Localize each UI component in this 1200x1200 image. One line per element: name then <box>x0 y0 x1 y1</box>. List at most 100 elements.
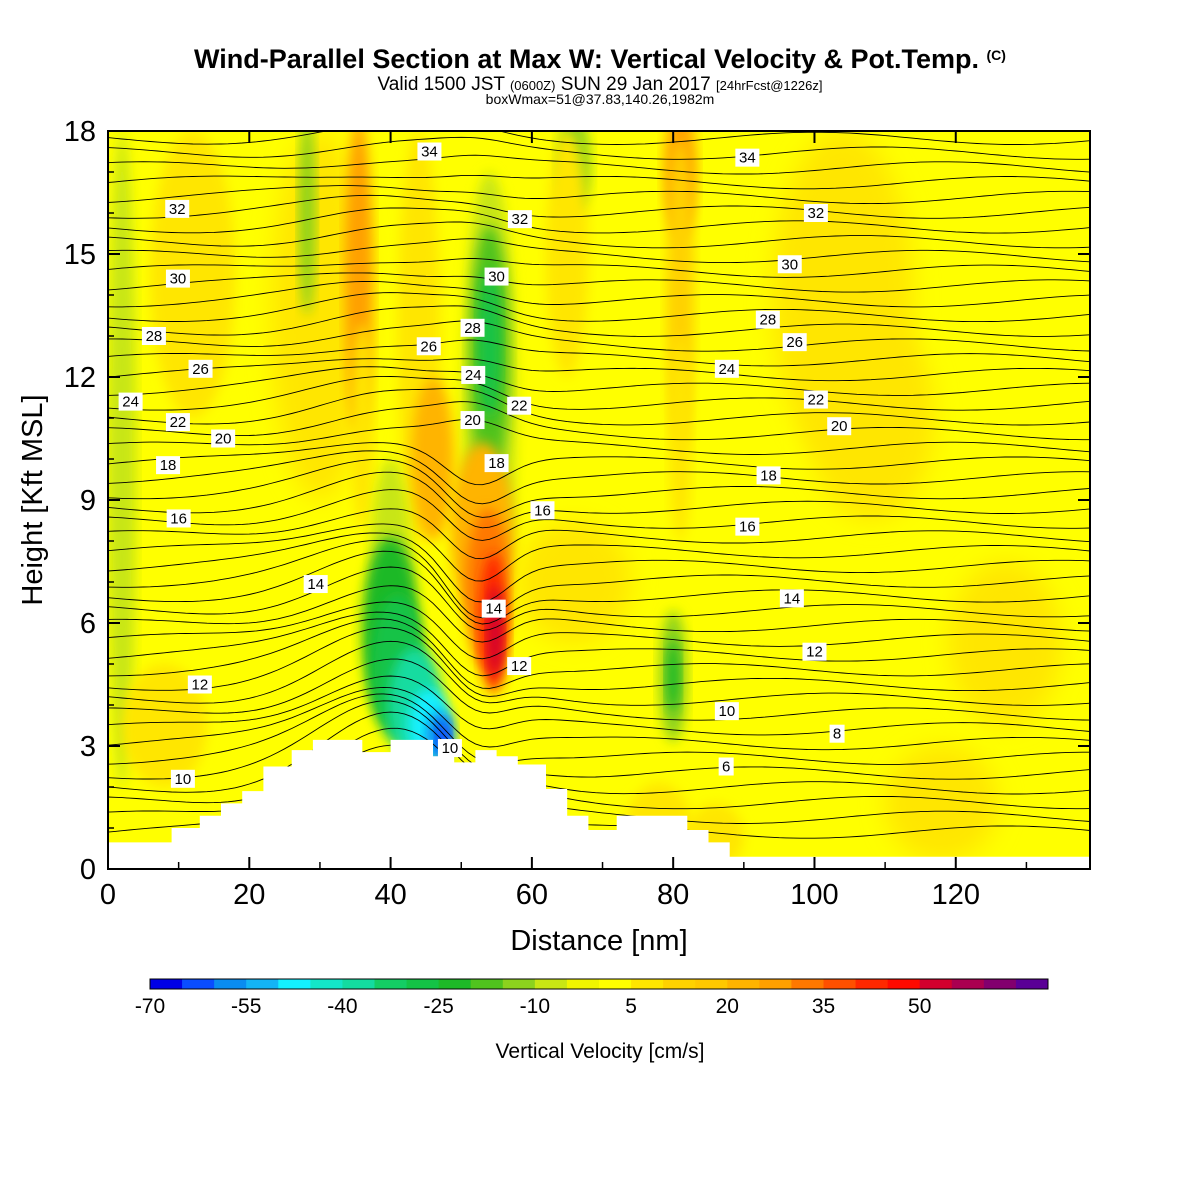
contour-label-text: 24 <box>719 361 736 378</box>
colorbar-swatch <box>823 979 857 989</box>
contour-label-16: 16 <box>530 501 555 520</box>
colorbar-tick-label: 50 <box>908 995 931 1018</box>
colorbar-swatch <box>278 979 311 989</box>
colorbar-swatch <box>599 979 632 989</box>
vertical-velocity-field <box>108 131 1090 869</box>
contour-label-box <box>165 269 190 288</box>
contour-label-text: 24 <box>122 394 139 411</box>
theta-contour-26 <box>108 418 1090 455</box>
colorbar: -70 -55 -40 -25 -10 5 20 35 50 <box>135 978 1049 1018</box>
colorbar-swatch <box>470 979 504 989</box>
theta-contour-17 <box>108 539 1090 619</box>
colorbar-swatch <box>534 979 568 989</box>
contour-label-10: 10 <box>437 739 462 758</box>
contour-label-30: 30 <box>777 255 802 274</box>
contour-label-box <box>187 675 212 694</box>
contour-label-28: 28 <box>141 327 166 345</box>
contour-label-box <box>460 318 485 337</box>
contour-label-box <box>484 454 509 473</box>
contour-label-box <box>507 657 532 676</box>
contour-label-box <box>507 210 532 229</box>
contour-label-box <box>714 702 739 721</box>
colorbar-swatch <box>631 979 664 989</box>
contour-label-text: 28 <box>146 328 163 345</box>
contour-label-text: 32 <box>808 205 825 222</box>
velocity-region-14 <box>948 561 1062 726</box>
theta-contour-44 <box>108 174 1090 190</box>
theta-contour-42 <box>108 194 1090 219</box>
colorbar-tick-label: -25 <box>423 995 453 1018</box>
contour-label-24: 24 <box>714 359 739 378</box>
contour-label-text: 18 <box>160 457 177 474</box>
contour-label-box <box>141 327 166 345</box>
colorbar-swatch <box>566 979 600 989</box>
contour-label-22: 22 <box>803 390 828 409</box>
colorbar-swatch <box>951 979 985 989</box>
x-tick-label: 100 <box>790 879 838 911</box>
contour-label-34: 34 <box>417 142 442 161</box>
contour-label-text: 18 <box>488 455 505 472</box>
theta-contour-33 <box>108 320 1090 352</box>
contour-label-text: 6 <box>722 759 730 776</box>
colorbar-swatch <box>310 979 343 989</box>
y-tick-label: 18 <box>64 116 96 148</box>
theta-contour-23 <box>108 458 1090 518</box>
contour-label-box <box>779 589 804 608</box>
contour-label-14: 14 <box>481 599 506 618</box>
contour-label-14: 14 <box>779 589 804 608</box>
velocity-region-4 <box>351 323 374 529</box>
contour-label-28: 28 <box>755 310 780 329</box>
colorbar-swatch <box>663 979 696 989</box>
chart-title-mark: (C) <box>986 47 1006 63</box>
x-tick-label: 120 <box>932 879 980 911</box>
contour-label-box <box>460 411 485 430</box>
theta-contour-25 <box>108 442 1090 486</box>
theta-contour-30 <box>108 366 1090 396</box>
contour-label-28: 28 <box>460 318 485 337</box>
contour-label-text: 12 <box>191 677 208 694</box>
contour-label-text: 16 <box>739 519 756 536</box>
velocity-region-34 <box>666 639 681 714</box>
theta-contour-11 <box>108 618 1090 689</box>
contour-label-text: 14 <box>307 576 324 593</box>
theta-contour-43 <box>108 185 1090 205</box>
contour-label-24: 24 <box>118 392 143 411</box>
contour-label-box <box>188 359 213 378</box>
theta-contour-28 <box>108 387 1090 426</box>
theta-contour-5 <box>108 693 1090 765</box>
contour-label-20: 20 <box>211 429 236 448</box>
contour-label-text: 20 <box>831 418 848 435</box>
contour-label-30: 30 <box>165 269 190 288</box>
contour-label-text: 20 <box>215 431 232 448</box>
contour-label-34: 34 <box>735 148 760 167</box>
contour-label-box <box>803 204 828 222</box>
contour-label-box <box>507 396 532 415</box>
contour-label-box <box>165 199 190 218</box>
velocity-region-11 <box>546 131 589 377</box>
terrain-fill <box>108 739 1090 869</box>
potential-temperature-contours <box>108 131 1090 839</box>
contour-label-18: 18 <box>756 466 781 485</box>
contour-label-text: 26 <box>786 334 803 351</box>
colorbar-tick-label: 5 <box>625 995 637 1018</box>
contour-label-20: 20 <box>460 411 485 430</box>
contour-label-box <box>755 310 780 329</box>
x-tick-label: 0 <box>100 879 116 911</box>
y-tick-label: 3 <box>80 731 96 763</box>
contour-label-32: 32 <box>165 199 190 218</box>
contour-label-box <box>484 267 509 286</box>
colorbar-swatch <box>727 979 760 989</box>
contour-label-box <box>461 365 486 384</box>
contour-label-text: 22 <box>511 398 528 415</box>
contour-label-text: 32 <box>512 211 529 228</box>
contour-label-box <box>303 575 328 594</box>
colorbar-tick-label: -40 <box>327 995 357 1018</box>
colorbar-title: Vertical Velocity [cm/s] <box>496 1040 705 1063</box>
contour-labels: 34 34 32 32 32 30 30 30 28 28 28 26 26 26 24 24 24 22 22 22… <box>118 142 852 788</box>
theta-contour-7 <box>108 675 1090 736</box>
theta-contour-45 <box>108 154 1090 175</box>
forecast-info: [24hrFcst@1226z] <box>716 78 823 93</box>
colorbar-swatch <box>695 979 728 989</box>
contour-label-30: 30 <box>484 267 509 286</box>
colorbar-frame <box>149 978 1049 990</box>
